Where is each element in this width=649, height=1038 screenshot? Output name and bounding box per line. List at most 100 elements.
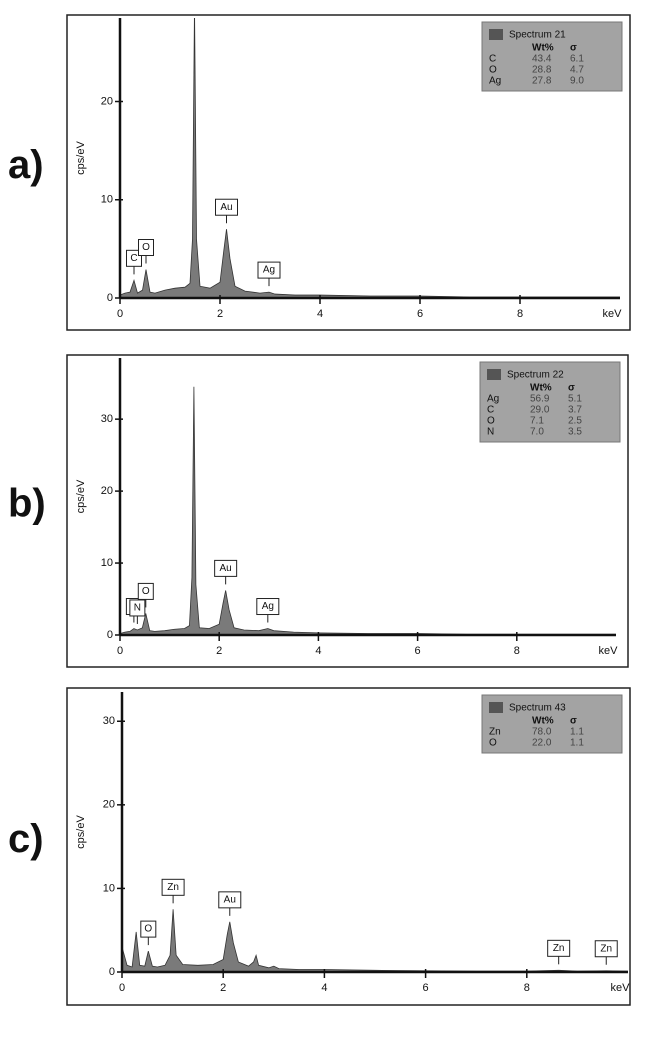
legend-element: Ag: [487, 394, 499, 405]
legend-value: 4.7: [570, 65, 584, 76]
legend-box: [481, 694, 623, 754]
x-tick-label: 6: [417, 308, 423, 320]
legend-value: 22.0: [532, 738, 552, 749]
annotation-box: [137, 582, 154, 600]
legend-value: 3.7: [568, 405, 582, 416]
annotation-box: [256, 598, 280, 616]
legend-value: 56.9: [530, 394, 550, 405]
x-axis-label: keV: [599, 645, 619, 657]
legend-value: 5.1: [568, 394, 582, 405]
legend-column: Wt%: [530, 383, 552, 394]
x-tick-label: 0: [117, 308, 123, 320]
legend-name: Spectrum 43: [509, 703, 566, 714]
legend-element: O: [489, 65, 497, 76]
legend-name: Spectrum 22: [507, 370, 564, 381]
annotation-box: [594, 940, 618, 958]
legend-swatch: [487, 369, 501, 380]
y-tick-label: 10: [103, 882, 115, 894]
legend-column: σ: [568, 383, 575, 394]
legend-element: Zn: [489, 727, 501, 738]
y-tick-label: 30: [101, 413, 113, 425]
y-tick-label: 0: [107, 629, 113, 641]
legend-value: 28.8: [532, 65, 552, 76]
y-axis-label: cps/eV: [75, 479, 87, 513]
legend-column: σ: [570, 43, 577, 54]
x-axis-label: keV: [611, 982, 631, 994]
panel-label: c): [8, 817, 44, 861]
y-tick-label: 20: [101, 95, 113, 107]
annotation-label: C: [130, 253, 137, 264]
legend-value: 7.0: [530, 427, 544, 438]
y-axis-label: cps/eV: [75, 815, 87, 849]
legend-value: 29.0: [530, 405, 550, 416]
x-tick-label: 6: [423, 982, 429, 994]
annotation-label: O: [144, 924, 152, 935]
legend-value: 78.0: [532, 727, 552, 738]
x-tick-label: 4: [317, 308, 323, 320]
x-axis-label: keV: [603, 308, 623, 320]
x-tick-label: 4: [321, 982, 327, 994]
x-tick-label: 6: [415, 645, 421, 657]
legend-element: N: [487, 427, 494, 438]
y-tick-label: 0: [107, 292, 113, 304]
legend-element: Ag: [489, 76, 501, 87]
x-tick-label: 2: [216, 645, 222, 657]
annotation-label: Ag: [262, 601, 274, 612]
annotation-label: Ag: [263, 265, 275, 276]
legend-box: [481, 21, 623, 92]
annotation-label: Zn: [600, 943, 612, 954]
legend-value: 7.1: [530, 416, 544, 427]
x-tick-label: 4: [315, 645, 321, 657]
legend-value: 1.1: [570, 727, 584, 738]
annotation-box: [126, 249, 142, 267]
x-tick-label: 8: [514, 645, 520, 657]
legend-swatch: [489, 702, 503, 713]
legend-element: O: [489, 738, 497, 749]
x-tick-label: 8: [524, 982, 530, 994]
annotation-label: Au: [224, 894, 236, 905]
panel-label: a): [8, 143, 44, 187]
legend-element: C: [489, 54, 496, 65]
annotation-box: [161, 878, 185, 896]
y-tick-label: 20: [101, 485, 113, 497]
annotation-label: Zn: [553, 943, 565, 954]
legend-element: C: [487, 405, 494, 416]
legend-element: O: [487, 416, 495, 427]
annotation-box: [257, 261, 281, 279]
y-tick-label: 10: [101, 194, 113, 206]
legend-column: Wt%: [532, 716, 554, 727]
legend-name: Spectrum 21: [509, 30, 566, 41]
y-tick-label: 20: [103, 799, 115, 811]
annotation-label: Au: [220, 563, 232, 574]
annotation-label: Zn: [167, 882, 179, 893]
x-tick-label: 0: [117, 645, 123, 657]
annotation-box: [547, 939, 571, 957]
annotation-box: [129, 599, 146, 617]
panel-label: b): [8, 482, 46, 526]
x-tick-label: 2: [217, 308, 223, 320]
annotation-label: O: [142, 586, 150, 597]
legend-column: Wt%: [532, 43, 554, 54]
x-tick-label: 0: [119, 982, 125, 994]
annotation-box: [215, 198, 238, 216]
y-tick-label: 10: [101, 557, 113, 569]
legend-swatch: [489, 29, 503, 40]
annotation-label: N: [134, 603, 141, 614]
legend-value: 9.0: [570, 76, 584, 87]
annotation-box: [138, 239, 154, 257]
x-tick-label: 2: [220, 982, 226, 994]
legend-value: 6.1: [570, 54, 584, 65]
legend-value: 3.5: [568, 427, 582, 438]
annotation-box: [218, 891, 242, 909]
legend-value: 2.5: [568, 416, 582, 427]
x-tick-label: 8: [517, 308, 523, 320]
legend-column: σ: [570, 716, 577, 727]
legend-box: [479, 361, 621, 443]
y-axis-label: cps/eV: [75, 141, 87, 175]
annotation-label: Au: [220, 202, 232, 213]
y-tick-label: 30: [103, 715, 115, 727]
legend-value: 27.8: [532, 76, 552, 87]
annotation-box: [140, 920, 157, 938]
legend-value: 43.4: [532, 54, 552, 65]
